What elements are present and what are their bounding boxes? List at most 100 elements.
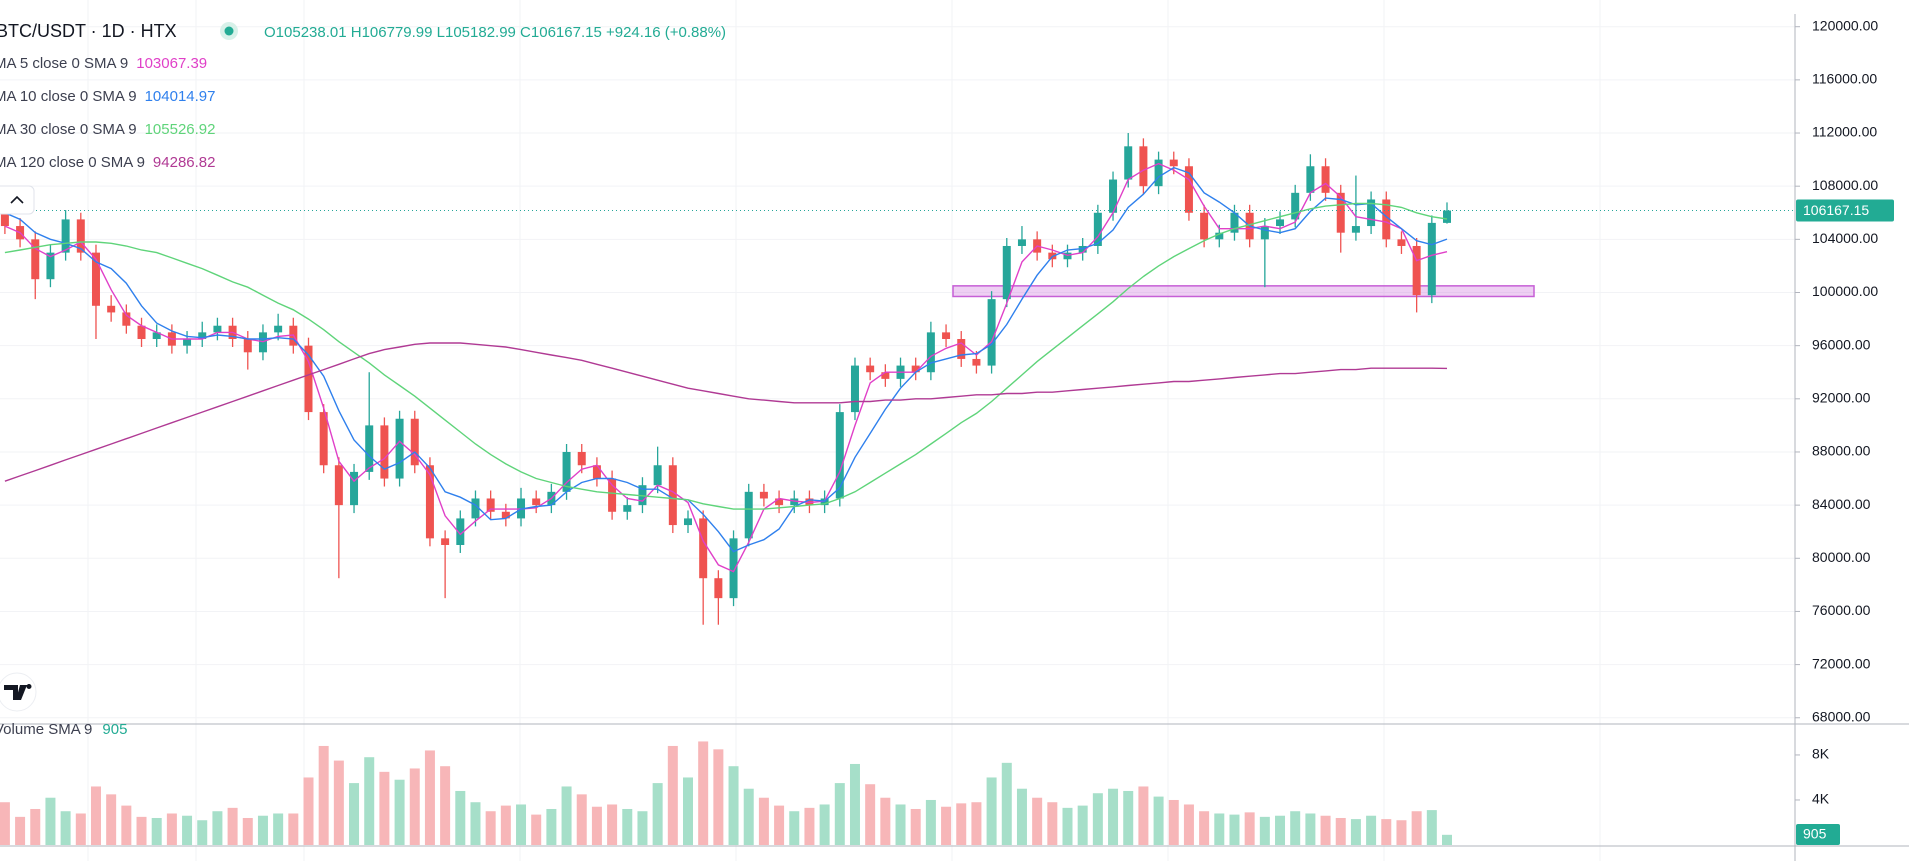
volume-bar — [318, 745, 329, 845]
volume-bar — [303, 777, 314, 845]
volume-bar — [197, 820, 208, 845]
volume-bar — [90, 786, 101, 845]
tv-logo[interactable] — [0, 672, 37, 712]
candle-body — [1427, 222, 1436, 296]
volume-bar — [1381, 819, 1392, 845]
candle-body — [790, 498, 799, 506]
candle-body — [1230, 212, 1239, 233]
volume-tick-label: 8K — [1812, 746, 1830, 762]
status-dot — [224, 26, 234, 36]
candle-body — [441, 538, 450, 545]
candle-body — [61, 219, 70, 253]
candle-body — [122, 312, 131, 326]
volume-bar — [212, 811, 223, 845]
volume-bar — [455, 790, 466, 845]
volume-bar — [941, 806, 952, 845]
volume-bar — [257, 815, 268, 845]
candle-body — [1169, 159, 1178, 167]
y-tick-label: 108000.00 — [1812, 177, 1878, 193]
volume-bar — [1032, 797, 1043, 845]
volume-bar — [652, 783, 663, 845]
candle-body — [471, 498, 480, 519]
candle-body — [775, 498, 784, 506]
candle-body — [274, 325, 283, 333]
candle-body — [592, 465, 601, 479]
collapse-chevron — [10, 195, 24, 204]
volume-tick-label: 4K — [1812, 791, 1830, 807]
y-tick-label: 88000.00 — [1812, 443, 1871, 459]
volume-bar — [182, 815, 193, 845]
volume-bar — [364, 757, 375, 845]
logo-mark — [4, 684, 32, 700]
volume-bar — [1123, 790, 1134, 845]
volume-bar — [895, 804, 906, 845]
volume-bar — [394, 779, 405, 845]
volume-bar — [516, 804, 527, 845]
candle-body — [350, 471, 359, 506]
volume-bar — [1153, 796, 1164, 845]
candle-body — [1367, 199, 1376, 227]
volume-bar — [743, 788, 754, 845]
volume-bar — [60, 811, 71, 845]
candle-body — [1412, 245, 1421, 296]
ma-line — [4, 202, 1448, 510]
y-tick-label: 120000.00 — [1812, 17, 1878, 33]
candle-body — [653, 465, 662, 486]
volume-bar — [683, 777, 693, 845]
volume-bar — [1366, 815, 1377, 845]
ma-line — [4, 342, 1448, 482]
volume-bar — [1199, 811, 1210, 845]
volume-bar — [500, 805, 511, 845]
collapse-button-box[interactable] — [0, 185, 35, 215]
volume-bar — [75, 813, 86, 845]
collapse-button[interactable] — [0, 185, 35, 215]
candle-body — [744, 491, 753, 539]
volume-bar — [106, 794, 117, 845]
candle-body — [213, 325, 222, 333]
ma-legend-label: MA 10 close 0 SMA 9 — [0, 88, 137, 105]
volume-bar — [971, 802, 982, 845]
grid — [0, 0, 1795, 861]
chart-title: BTC/USDT · 1D · HTX — [0, 21, 177, 41]
volume-bar — [531, 814, 542, 845]
y-tick-label: 104000.00 — [1812, 230, 1878, 246]
volume-bar — [0, 802, 10, 845]
candle-body — [46, 252, 55, 280]
candle-body — [911, 365, 920, 373]
candle-body — [1184, 166, 1193, 213]
candle-body — [1443, 210, 1451, 223]
volume-bar — [1016, 788, 1027, 845]
volume-bar — [1229, 814, 1240, 845]
candle-body — [137, 325, 146, 340]
candle-body — [1154, 159, 1163, 187]
volume-bar — [273, 813, 284, 845]
volume-bar — [728, 766, 739, 845]
candle-body — [942, 332, 951, 340]
volume-bar — [136, 816, 147, 845]
candle-body — [729, 538, 738, 599]
volume-bar — [774, 805, 785, 845]
ma-legend-label: MA 30 close 0 SMA 9 — [0, 121, 137, 138]
volume-bar — [607, 804, 618, 845]
candle-body — [1124, 146, 1133, 180]
volume-bar — [1001, 762, 1012, 845]
candle-body — [714, 578, 723, 599]
volume-bar — [910, 808, 921, 845]
volume-legend-label: Volume SMA 9 — [0, 721, 92, 738]
volume-bar — [1092, 793, 1103, 845]
volume-bar — [1138, 786, 1149, 845]
highlight-zone — [952, 285, 1535, 298]
ma-legend-value: 94286.82 — [153, 154, 216, 171]
volume-bar — [409, 768, 420, 845]
volume-bar — [1396, 820, 1407, 845]
volume-bar — [30, 808, 41, 845]
last-price-label: 106167.15 — [1803, 202, 1869, 218]
candle-body — [76, 219, 85, 253]
candle-body — [759, 491, 768, 499]
volume-bar — [485, 811, 496, 845]
volume-bar — [288, 813, 299, 845]
last-volume-box — [1796, 824, 1840, 845]
ma-legend-value: 105526.92 — [145, 121, 216, 138]
volume-bar — [591, 806, 602, 845]
